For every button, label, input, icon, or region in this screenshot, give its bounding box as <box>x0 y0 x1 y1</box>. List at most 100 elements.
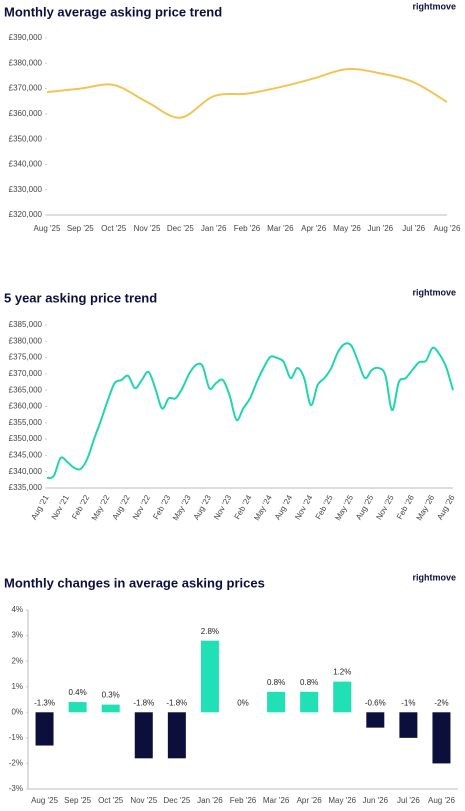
x-tick-label: Feb '24 <box>233 493 254 521</box>
x-tick-label: Nov '23 <box>212 493 234 521</box>
x-tick-label: Aug '21 <box>29 493 51 521</box>
chart-title: Monthly average asking price trend <box>4 4 222 19</box>
y-tick-label: 0% <box>11 707 23 716</box>
x-tick-label: Aug '25 <box>34 224 61 233</box>
bar <box>333 681 352 713</box>
y-tick-label: £355,000 <box>9 418 43 427</box>
bar <box>167 712 186 759</box>
value-label: -1.8% <box>166 698 187 707</box>
y-tick-label: £350,000 <box>9 134 43 143</box>
x-tick-label: Aug '26 <box>434 224 461 233</box>
x-tick-label: Apr '26 <box>297 796 323 805</box>
x-tick-label: Nov '25 <box>130 796 157 805</box>
value-label: 0.8% <box>267 678 285 687</box>
bar <box>300 691 319 713</box>
x-tick-label: Aug '25 <box>354 493 376 521</box>
value-label: 0.8% <box>300 678 318 687</box>
value-label: -0.6% <box>365 698 386 707</box>
x-tick-label: Aug '24 <box>273 493 295 521</box>
y-tick-label: £365,000 <box>9 385 43 394</box>
value-label: 0.3% <box>102 691 120 700</box>
x-tick-label: Feb '26 <box>234 224 261 233</box>
y-tick-label: 1% <box>11 682 23 691</box>
y-tick-label: £350,000 <box>9 434 43 443</box>
x-tick-label: Aug '22 <box>111 493 133 521</box>
y-tick-label: £370,000 <box>9 369 43 378</box>
bar <box>134 712 153 759</box>
y-tick-label: £330,000 <box>9 185 43 194</box>
bar <box>267 691 286 713</box>
x-tick-label: May '26 <box>415 493 437 522</box>
y-tick-label: £370,000 <box>9 84 43 93</box>
value-label: 0% <box>237 698 249 707</box>
x-tick-label: Nov '22 <box>131 493 153 521</box>
x-tick-label: May '24 <box>252 493 274 522</box>
y-tick-label: £345,000 <box>9 451 43 460</box>
x-tick-label: Jul '26 <box>402 224 425 233</box>
x-tick-label: Aug '25 <box>31 796 58 805</box>
y-tick-label: 2% <box>11 656 23 665</box>
x-tick-label: Dec '25 <box>163 796 190 805</box>
x-tick-label: Nov '25 <box>134 224 161 233</box>
x-tick-label: May '26 <box>333 224 361 233</box>
x-tick-label: May '22 <box>90 493 112 522</box>
x-tick-label: May '26 <box>328 796 356 805</box>
x-tick-label: Sep '25 <box>67 224 94 233</box>
bar <box>399 712 418 738</box>
logo: rightmove <box>412 572 456 582</box>
x-tick-label: May '23 <box>171 493 193 522</box>
logo: rightmove <box>412 287 456 297</box>
x-tick-label: Jul '26 <box>397 796 420 805</box>
y-tick-label: -2% <box>9 759 23 768</box>
bar <box>35 712 54 746</box>
x-tick-label: Aug '26 <box>428 796 455 805</box>
value-label: -2% <box>434 698 448 707</box>
y-tick-label: 4% <box>11 605 23 614</box>
x-tick-label: Jun '26 <box>368 224 394 233</box>
line <box>46 342 454 480</box>
x-tick-label: Aug '23 <box>192 493 214 521</box>
y-tick-label: 3% <box>11 631 23 640</box>
y-tick-label: £380,000 <box>9 58 43 67</box>
x-tick-label: Feb '22 <box>70 493 91 521</box>
x-tick-label: Aug '26 <box>435 493 457 521</box>
line <box>46 67 448 119</box>
y-tick-label: £380,000 <box>9 336 43 345</box>
y-tick-label: £375,000 <box>9 353 43 362</box>
value-label: -1.8% <box>133 698 154 707</box>
x-tick-label: Nov '21 <box>50 493 72 521</box>
bar <box>432 712 451 764</box>
x-tick-label: Jan '26 <box>201 224 227 233</box>
y-tick-label: £320,000 <box>9 210 43 219</box>
x-tick-label: Oct '25 <box>101 224 127 233</box>
x-tick-label: Feb '23 <box>151 493 172 521</box>
x-tick-label: Jun '26 <box>363 796 389 805</box>
y-tick-label: -1% <box>9 733 23 742</box>
bar <box>200 640 219 713</box>
y-tick-label: £385,000 <box>9 320 43 329</box>
value-label: -1% <box>401 698 415 707</box>
x-tick-label: Sep '25 <box>64 796 91 805</box>
bar <box>366 712 385 728</box>
value-label: 2.8% <box>201 627 219 636</box>
y-tick-label: -3% <box>9 784 23 793</box>
x-tick-label: Mar '26 <box>263 796 290 805</box>
y-tick-label: £340,000 <box>9 467 43 476</box>
x-tick-label: Apr '26 <box>301 224 327 233</box>
y-tick-label: £390,000 <box>9 33 43 42</box>
logo: rightmove <box>412 1 456 11</box>
x-tick-label: Nov '24 <box>293 493 315 521</box>
x-tick-label: Dec '25 <box>167 224 194 233</box>
x-tick-label: Feb '25 <box>314 493 335 521</box>
x-tick-label: Mar '26 <box>267 224 294 233</box>
chart-title: Monthly changes in average asking prices <box>4 575 265 590</box>
value-label: 1.2% <box>333 668 351 677</box>
value-label: 0.4% <box>68 688 86 697</box>
bar <box>101 704 120 713</box>
x-tick-label: Feb '26 <box>230 796 257 805</box>
y-tick-label: £340,000 <box>9 160 43 169</box>
y-tick-label: £360,000 <box>9 402 43 411</box>
value-label: -1.3% <box>34 698 55 707</box>
chart-title: 5 year asking price trend <box>4 290 157 305</box>
